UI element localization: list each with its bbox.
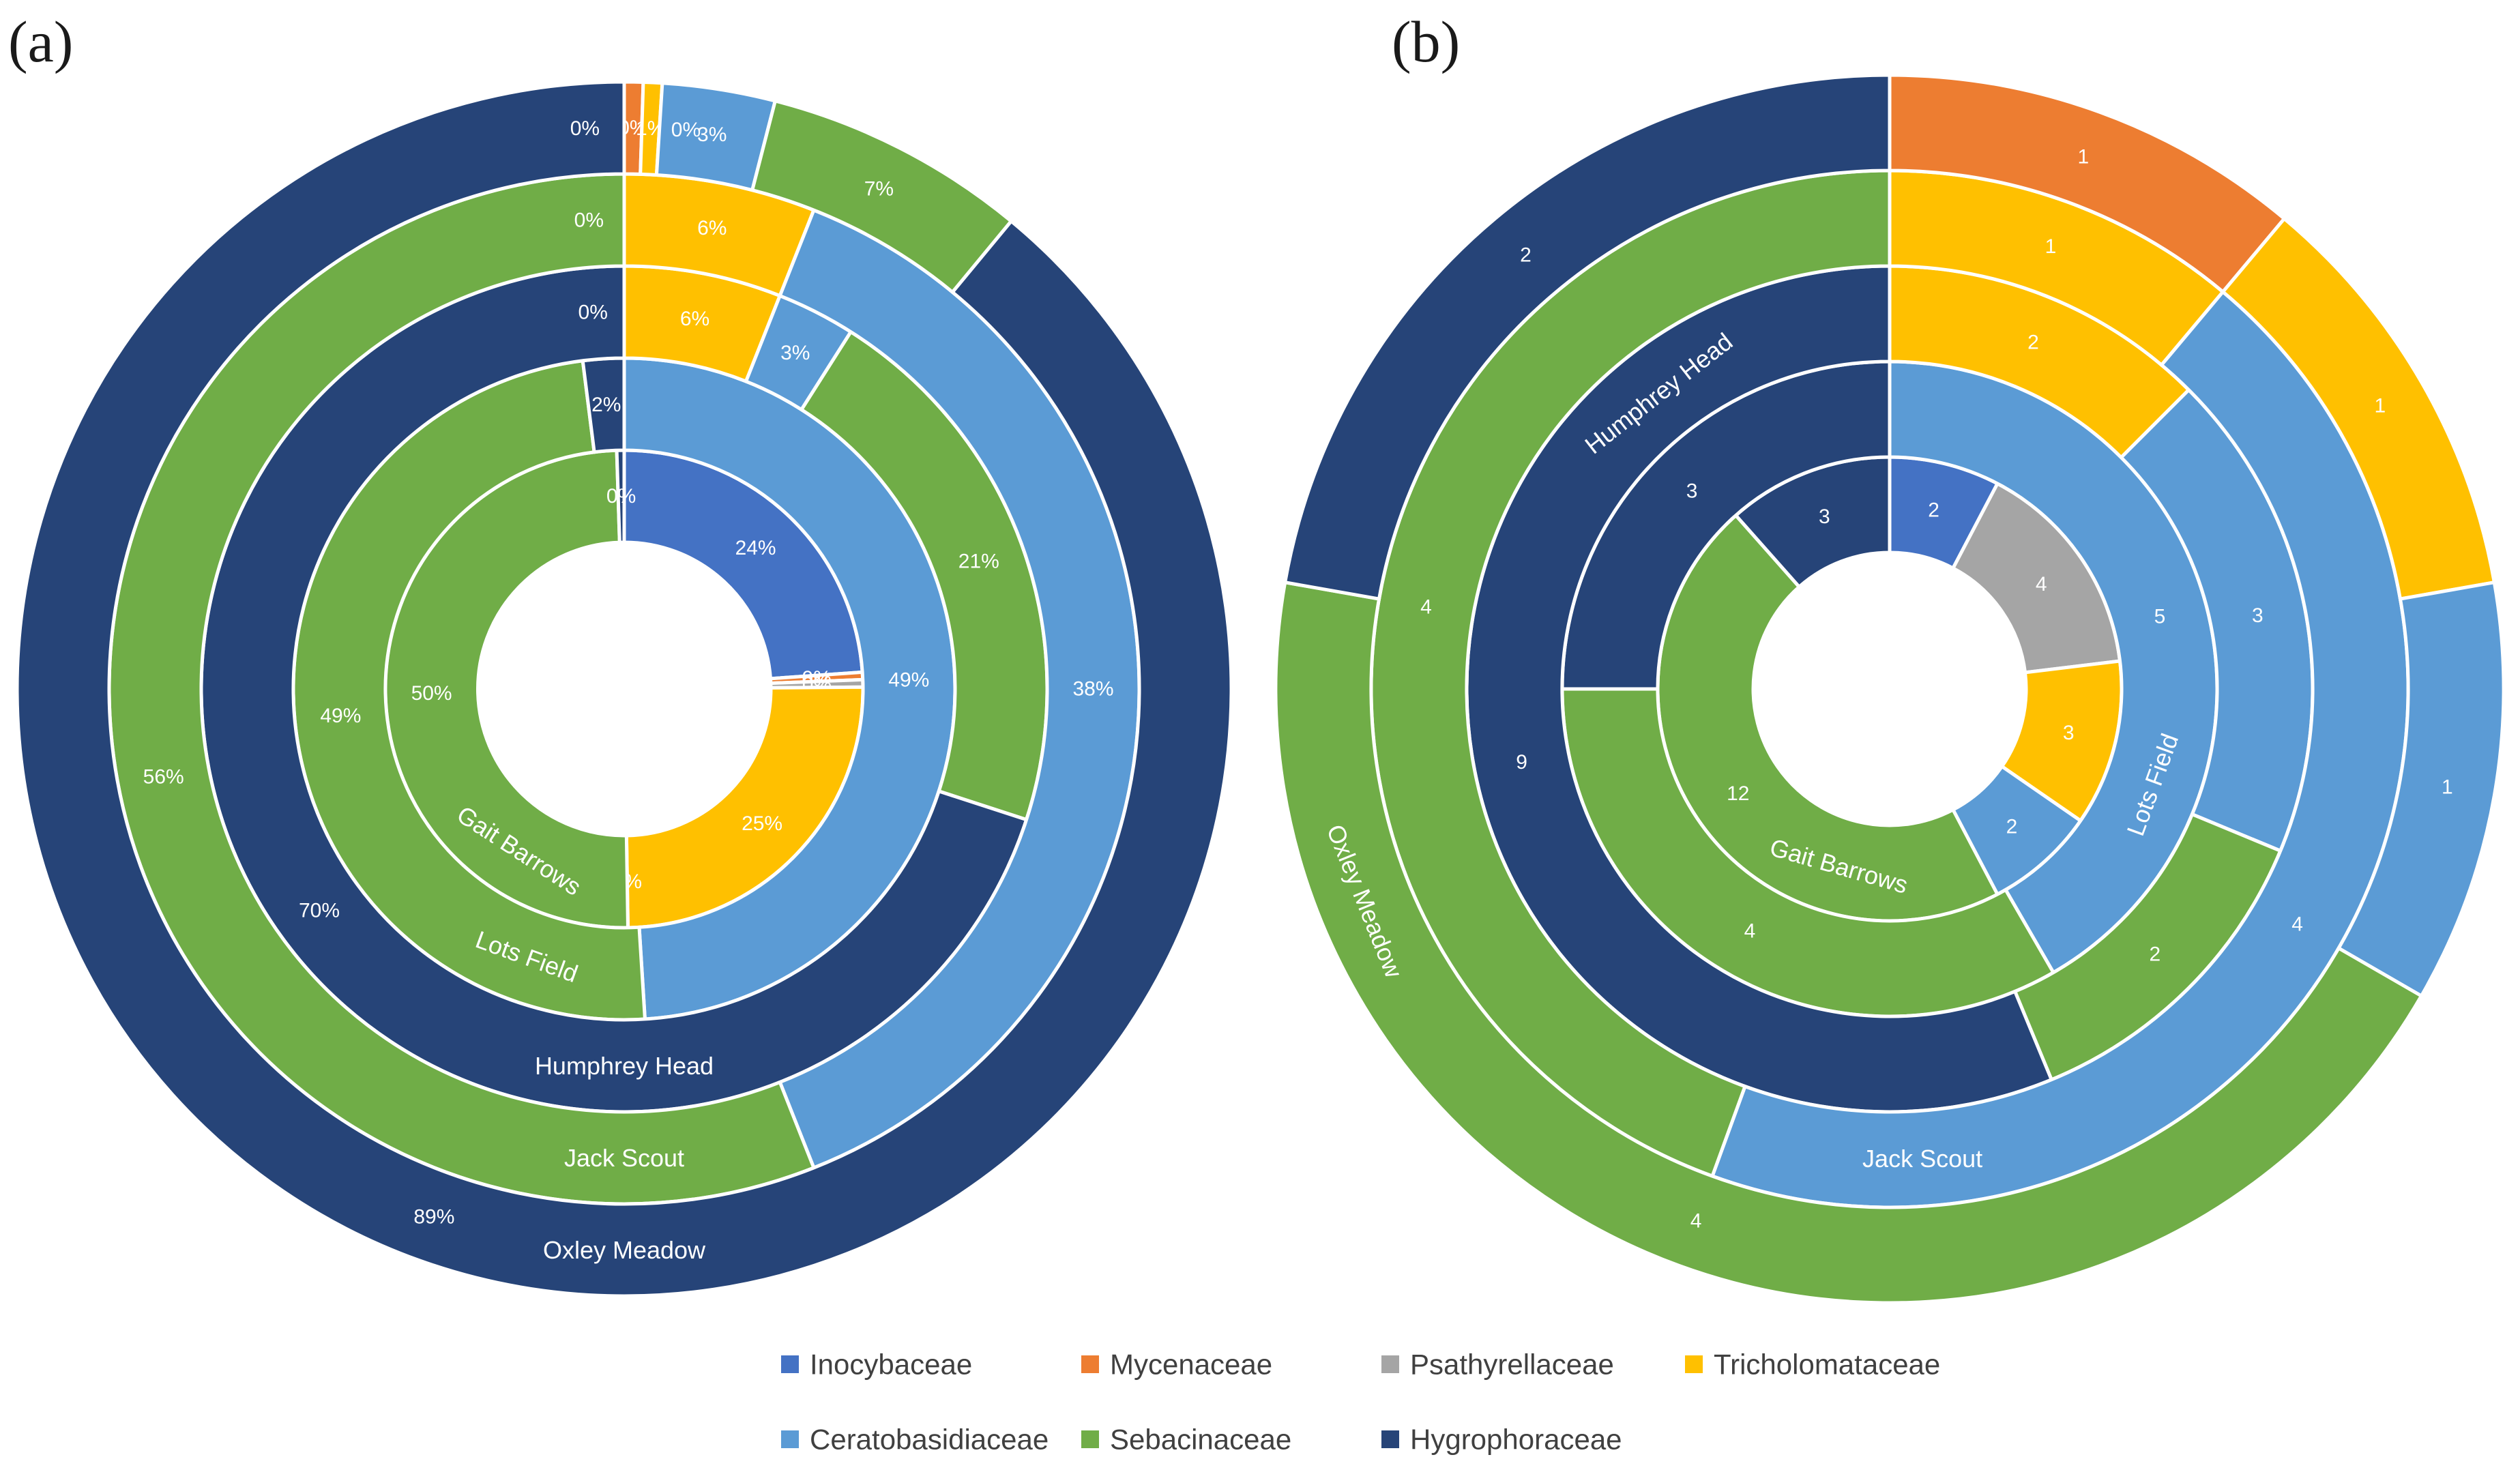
c0-ring-jack-scout-ceratobasidiaceae-value-label: 38% xyxy=(1072,678,1113,701)
c0-ring-name-humphrey-head: Humphrey Head xyxy=(535,1052,714,1080)
c0-ring-oxley-meadow-sebacinaceae-value-label: 7% xyxy=(864,178,894,201)
c0-ring-humphrey-head-tricholomataceae-value-label: 6% xyxy=(680,308,709,330)
c0-ring-oxley-meadow-ceratobasidiaceae-value-label: 3% xyxy=(697,123,727,146)
c1-ring-jack-scout-tricholomataceae-value-label: 1 xyxy=(2045,235,2057,258)
c0-ring-lots-field-hygrophoraceae-value-label: 2% xyxy=(591,394,621,416)
c0-ring-lots-field-ceratobasidiaceae-value-label: 49% xyxy=(888,668,929,691)
c1-ring-lots-field-hygrophoraceae-value-label: 3 xyxy=(1686,480,1698,503)
panel-a-chart: (a) 24%0%0%25%0%50%0%0%0%0%49%49%2%6%3%2… xyxy=(8,9,1233,1298)
panel-a-label: (a) xyxy=(8,9,73,74)
c0-ring-oxley-meadow-hygrophoraceae-segment xyxy=(15,80,1233,1298)
c0-ring-gait-barrows-inocybaceae-value-label: 24% xyxy=(735,537,776,559)
c1-ring-humphrey-head-hygrophoraceae-value-label: 9 xyxy=(1516,751,1527,774)
legend-mycenaceae-swatch-icon xyxy=(1081,1355,1099,1373)
c1-ring-oxley-meadow-sebacinaceae-segment xyxy=(1274,580,2424,1305)
c0-ring-humphrey-head-ceratobasidiaceae-value-label: 3% xyxy=(780,342,810,364)
c1-ring-oxley-meadow-mycenaceae-value-label: 1 xyxy=(2078,146,2090,168)
c1-ring-oxley-meadow-hygrophoraceae-segment xyxy=(1283,73,1892,601)
c0-ring-oxley-meadow-hygrophoraceae-value-label: 89% xyxy=(413,1205,454,1228)
legend-psathyrellaceae-label: Psathyrellaceae xyxy=(1410,1349,1614,1381)
c0-ring-oxley-meadow-ceratobasidiaceae-start-label: 0% xyxy=(671,119,701,141)
c1-ring-jack-scout-ceratobasidiaceae-value-label: 4 xyxy=(2291,913,2303,936)
c1-ring-oxley-meadow-sebacinaceae-value-label: 4 xyxy=(1690,1209,1702,1232)
c1-ring-gait-barrows-tricholomataceae-value-label: 3 xyxy=(2063,722,2075,744)
legend-ceratobasidiaceae-label: Ceratobasidiaceae xyxy=(810,1424,1049,1456)
c1-ring-humphrey-head-ceratobasidiaceae-value-label: 3 xyxy=(2252,604,2263,627)
c0-ring-jack-scout-sebacinaceae-value-label: 56% xyxy=(143,765,184,788)
c1-ring-gait-barrows-sebacinaceae-value-label: 12 xyxy=(1727,782,1749,805)
legend-inocybaceae-label: Inocybaceae xyxy=(810,1349,972,1381)
legend-psathyrellaceae-swatch-icon xyxy=(1381,1355,1399,1373)
c1-ring-gait-barrows-psathyrellaceae-value-label: 4 xyxy=(2036,573,2047,596)
c0-ring-gait-barrows-hygrophoraceae-value-label: 0% xyxy=(606,485,636,508)
c0-ring-jack-scout-tricholomataceae-value-label: 6% xyxy=(697,217,727,239)
c0-ring-oxley-meadow-hygrophoraceae-end-label: 0% xyxy=(570,117,600,140)
c1-ring-gait-barrows-ceratobasidiaceae-value-label: 2 xyxy=(2006,816,2018,838)
legend-hygrophoraceae-swatch-icon xyxy=(1381,1430,1399,1448)
c0-ring-humphrey-head-hygrophoraceae-value-label: 70% xyxy=(299,899,340,922)
c1-ring-oxley-meadow-ceratobasidiaceae-value-label: 1 xyxy=(2442,776,2453,799)
legend-hygrophoraceae-label: Hygrophoraceae xyxy=(1410,1424,1622,1456)
panel-b-label: (b) xyxy=(1392,9,1460,74)
legend-mycenaceae-label: Mycenaceae xyxy=(1110,1349,1272,1381)
legend-inocybaceae-swatch-icon xyxy=(781,1355,799,1373)
c1-ring-gait-barrows-inocybaceae-value-label: 2 xyxy=(1928,499,1939,521)
c1-ring-jack-scout-sebacinaceae-value-label: 4 xyxy=(1420,596,1432,619)
c0-ring-gait-barrows-tricholomataceae-value-label: 25% xyxy=(742,812,782,835)
c0-ring-name-jack-scout: Jack Scout xyxy=(564,1144,684,1172)
c1-ring-gait-barrows-hygrophoraceae-value-label: 3 xyxy=(1819,505,1830,528)
c0-ring-lots-field-sebacinaceae-value-label: 49% xyxy=(320,705,361,727)
legend-ceratobasidiaceae-swatch-icon xyxy=(781,1430,799,1448)
c0-ring-gait-barrows-sebacinaceae-value-label: 50% xyxy=(411,682,452,705)
legend-sebacinaceae-swatch-icon xyxy=(1081,1430,1099,1448)
c1-ring-lots-field-ceratobasidiaceae-value-label: 5 xyxy=(2154,605,2166,628)
legend-tricholomataceae-label: Tricholomataceae xyxy=(1714,1349,1940,1381)
c0-ring-jack-scout-sebacinaceae-end-label: 0% xyxy=(574,209,604,232)
c1-ring-name-jack-scout: Jack Scout xyxy=(1862,1145,1982,1173)
c1-ring-lots-field-sebacinaceae-value-label: 4 xyxy=(1744,920,1756,943)
c0-ring-name-oxley-meadow: Oxley Meadow xyxy=(543,1236,706,1264)
c1-ring-oxley-meadow-hygrophoraceae-value-label: 2 xyxy=(1520,244,1532,267)
legend-tricholomataceae-swatch-icon xyxy=(1685,1355,1703,1373)
c1-ring-oxley-meadow-tricholomataceae-value-label: 1 xyxy=(2374,395,2386,417)
legend: Inocybaceae Mycenaceae Psathyrellaceae Tric… xyxy=(781,1349,1940,1456)
c0-ring-humphrey-head-hygrophoraceae-end-label: 0% xyxy=(578,302,608,324)
c1-ring-humphrey-head-tricholomataceae-value-label: 2 xyxy=(2027,331,2039,353)
c1-ring-humphrey-head-sebacinaceae-value-label: 2 xyxy=(2150,943,2161,965)
legend-sebacinaceae-label: Sebacinaceae xyxy=(1110,1424,1291,1456)
c0-ring-humphrey-head-sebacinaceae-value-label: 21% xyxy=(958,550,999,572)
